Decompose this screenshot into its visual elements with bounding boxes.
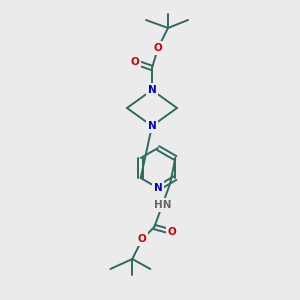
- Text: O: O: [154, 43, 162, 53]
- Text: O: O: [168, 227, 177, 237]
- Text: N: N: [148, 121, 156, 131]
- Text: N: N: [148, 85, 156, 95]
- Text: N: N: [154, 183, 162, 193]
- Text: O: O: [130, 57, 140, 67]
- Text: HN: HN: [154, 200, 171, 210]
- Text: O: O: [138, 234, 147, 244]
